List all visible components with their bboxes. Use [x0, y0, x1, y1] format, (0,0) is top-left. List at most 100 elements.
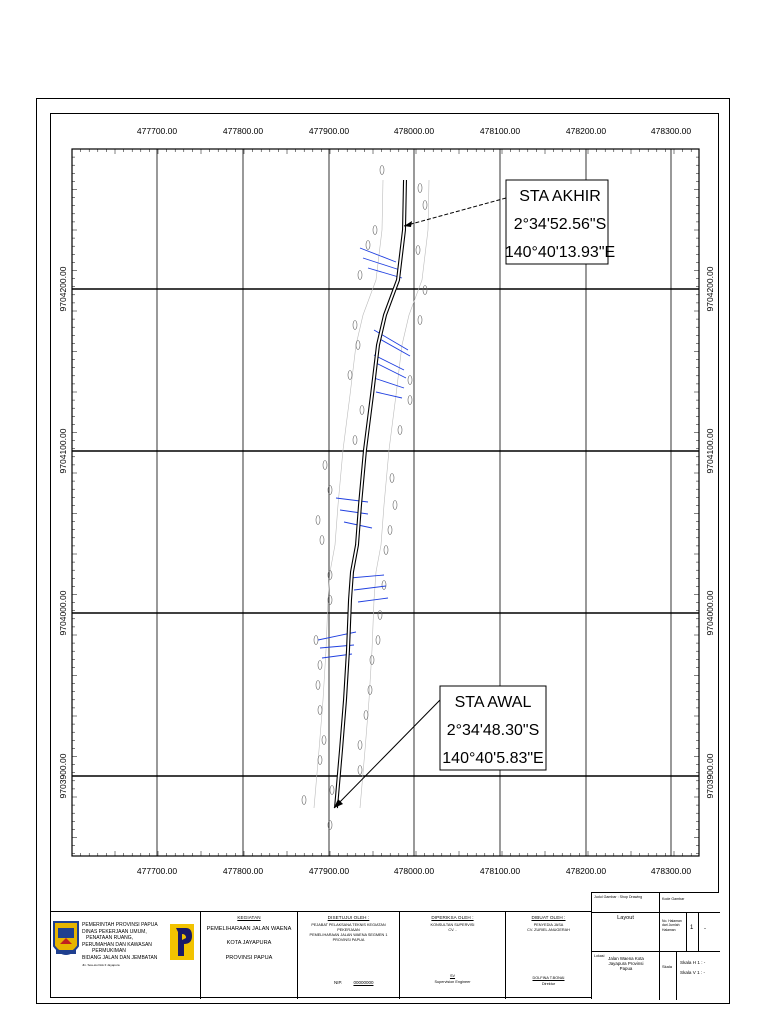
terrain-marker-33 [315, 680, 321, 690]
agency-line-6: BIDANG JALAN DAN JEMBATAN [82, 954, 158, 961]
sta-awal-lat: 2°34'48.30"S [447, 722, 540, 739]
checked-line-2: CV. - [448, 928, 457, 932]
northing-label-right-1: 9704100.00 [705, 428, 715, 473]
terrain-marker-7 [422, 285, 428, 295]
northing-label-left-1: 9704100.00 [58, 428, 68, 473]
checked-line-1: KONSULTAN SUPERVISI [430, 923, 475, 927]
nip-value: 00000000 [353, 980, 374, 985]
made-panel: DIBUAT OLEH : PENYEDIA JASA CV. ZURIEL A… [505, 912, 591, 999]
northing-label-left-3: 9703900.00 [58, 753, 68, 798]
station-marker-14 [357, 597, 389, 603]
easting-label-bottom-5: 478200.00 [566, 866, 606, 876]
station-marker-2 [367, 267, 403, 279]
northing-label-right-2: 9704000.00 [705, 590, 715, 635]
terrain-marker-22 [387, 525, 393, 535]
terrain-marker-3 [372, 225, 378, 235]
terrain-marker-14 [359, 405, 365, 415]
agency-line-4: PERUMAHAN DAN KAWASAN [82, 941, 152, 948]
terrain-marker-9 [352, 320, 358, 330]
kegiatan-header: KEGIATAN [237, 915, 261, 920]
agency-line-1: PEMERINTAH PROVINSI PAPUA [82, 922, 158, 928]
terrain-features [301, 165, 430, 830]
sheet-no: 1 [690, 925, 694, 931]
terrain-marker-31 [317, 660, 323, 670]
terrain-marker-32 [369, 655, 375, 665]
easting-label-bottom-0: 477700.00 [137, 866, 177, 876]
road-alignment [334, 179, 407, 809]
easting-label-top-4: 478100.00 [480, 126, 520, 136]
terrain-marker-37 [321, 735, 327, 745]
nip-label: NIP. [334, 980, 343, 985]
sta-awal-title: STA AWAL [455, 694, 532, 711]
terrain-marker-5 [415, 245, 421, 255]
terrain-marker-17 [322, 460, 328, 470]
checked-sign-name: SV [449, 974, 456, 978]
terrain-right-edge [359, 179, 430, 809]
made-line-1: PENYEDIA JASA [533, 923, 564, 927]
terrain-marker-35 [317, 705, 323, 715]
terrain-marker-1 [417, 183, 423, 193]
easting-label-bottom-1: 477800.00 [223, 866, 263, 876]
approved-line-2: PEKERJAAN [337, 928, 360, 932]
terrain-marker-24 [383, 545, 389, 555]
easting-label-top-6: 478300.00 [651, 126, 691, 136]
terrain-marker-42 [329, 785, 335, 795]
station-marker-13 [353, 585, 387, 591]
agency-panel: PEMERINTAH PROVINSI PAPUA DINAS PEKERJAA… [50, 912, 200, 999]
terrain-left-edge [313, 179, 384, 809]
kegiatan-city: KOTA JAYAPURA [226, 940, 272, 946]
made-sign-role: Direktur [541, 982, 556, 986]
northing-label-right-3: 9703900.00 [705, 753, 715, 798]
checked-header: DIPERIKSA OLEH : [431, 915, 474, 920]
northing-label-left-0: 9704200.00 [58, 266, 68, 311]
terrain-marker-12 [347, 370, 353, 380]
sheet-total: - [704, 926, 706, 932]
station-marker-7 [373, 377, 405, 389]
terrain-marker-15 [352, 435, 358, 445]
approved-line-4: PROVINSI PAPUA [332, 938, 365, 942]
drawing-sheet-border [36, 98, 730, 1004]
sta-akhir-title: STA AKHIR [519, 188, 601, 205]
road-inner [335, 179, 406, 809]
map-border [71, 148, 700, 857]
terrain-marker-34 [367, 685, 373, 695]
agency-line-2: DINAS PEKERJAAN UMUM, [82, 928, 147, 935]
northing-label-left-2: 9704000.00 [58, 590, 68, 635]
terrain-marker-0 [379, 165, 385, 175]
terrain-marker-8 [417, 315, 423, 325]
terrain-marker-38 [357, 740, 363, 750]
sta-awal-lon: 140°40'5.83"E [442, 750, 543, 767]
easting-label-top-5: 478200.00 [566, 126, 606, 136]
easting-label-top-1: 477800.00 [223, 126, 263, 136]
sta-akhir-lat: 2°34'52.56"S [514, 216, 607, 233]
station-marker-12 [349, 574, 385, 579]
terrain-marker-20 [392, 500, 398, 510]
drawing-title-value: Layout [617, 915, 634, 921]
station-marker-0 [359, 247, 397, 263]
grid-ticks [71, 148, 699, 856]
terrain-marker-19 [327, 485, 333, 495]
checked-panel: DIPERIKSA OLEH : KONSULTAN SUPERVISI CV.… [399, 912, 505, 999]
scale-h: Skala H 1 : - [680, 960, 706, 965]
easting-label-bottom-2: 477900.00 [309, 866, 349, 876]
approved-panel: DISETUJUI OLEH : PEJABAT PELAKSANA TEKNI… [297, 912, 399, 999]
terrain-marker-11 [407, 375, 413, 385]
grid-labels: 477700.00 477700.00 477800.00 477800.00 4779… [58, 126, 715, 876]
road-outer [334, 179, 407, 809]
terrain-marker-4 [365, 240, 371, 250]
station-marker-8 [375, 391, 403, 399]
easting-label-bottom-3: 478000.00 [394, 866, 434, 876]
terrain-marker-2 [422, 200, 428, 210]
terrain-marker-18 [389, 473, 395, 483]
drawing-info-panel: Judul Gambar : Shop Drawing Kode Gambar … [591, 892, 720, 1000]
terrain-marker-13 [407, 395, 413, 405]
checked-sign-role: Supervision Engineer [434, 980, 471, 984]
terrain-marker-21 [315, 515, 321, 525]
scale-label: Skala [662, 964, 673, 969]
sta-awal-callout: STA AWAL 2°34'48.30"S 140°40'5.83"E [333, 685, 547, 809]
kegiatan-name: PEMELIHARAAN JALAN WAENA [206, 926, 292, 932]
terrain-marker-16 [397, 425, 403, 435]
terrain-marker-26 [381, 580, 387, 590]
easting-label-top-0: 477700.00 [137, 126, 177, 136]
